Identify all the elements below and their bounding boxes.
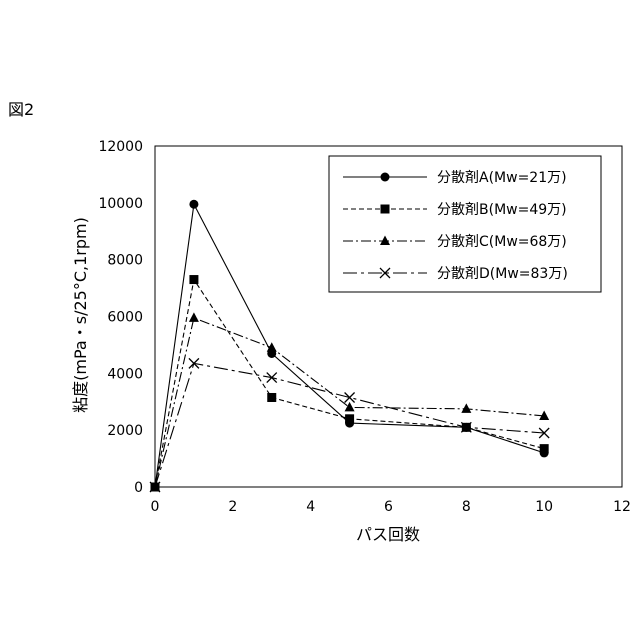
y-tick-label: 0 (134, 480, 143, 496)
legend-marker (381, 205, 390, 214)
y-tick-label: 8000 (107, 253, 143, 269)
y-tick-label: 12000 (98, 139, 143, 155)
data-point (267, 393, 276, 402)
legend-marker (381, 173, 390, 182)
data-point (189, 275, 198, 284)
legend-label: 分散剤A(Mw=21万) (437, 170, 567, 186)
x-tick-label: 6 (384, 499, 393, 515)
series-c (150, 312, 549, 491)
data-point (189, 358, 199, 368)
data-point (345, 414, 354, 423)
y-tick-label: 2000 (107, 423, 143, 439)
data-point (461, 403, 471, 413)
x-tick-label: 4 (306, 499, 315, 515)
data-point (189, 312, 199, 322)
y-axis-title: 粘度(mPa・s/25°C,1rpm) (71, 217, 90, 413)
x-tick-label: 2 (228, 499, 237, 515)
y-tick-label: 10000 (98, 196, 143, 212)
data-point (189, 200, 198, 209)
x-axis-title: パス回数 (356, 525, 420, 544)
data-point (345, 402, 355, 412)
x-tick-label: 8 (462, 499, 471, 515)
data-point (540, 444, 549, 453)
legend-label: 分散剤C(Mw=68万) (437, 234, 567, 250)
series-line (155, 280, 544, 487)
data-point (345, 392, 355, 402)
y-tick-label: 6000 (107, 310, 143, 326)
legend-label: 分散剤B(Mw=49万) (437, 202, 567, 218)
x-tick-label: 12 (613, 499, 631, 515)
y-tick-label: 4000 (107, 366, 143, 382)
series-b (151, 275, 549, 491)
x-tick-label: 0 (151, 499, 160, 515)
x-tick-label: 10 (535, 499, 553, 515)
data-point (267, 373, 277, 383)
legend-label: 分散剤D(Mw=83万) (437, 266, 568, 282)
